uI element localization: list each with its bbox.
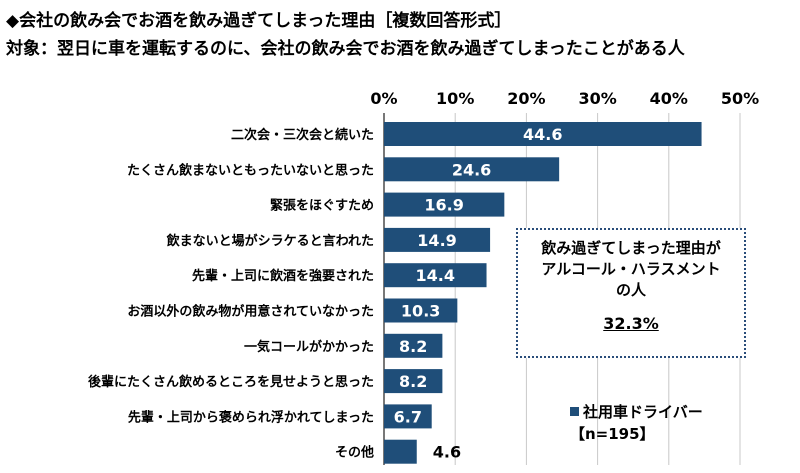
category-label: 先輩・上司から褒められ浮かれてしまった	[128, 409, 374, 425]
bar	[384, 192, 505, 217]
legend: 社用車ドライバー 【n=195】	[570, 401, 703, 445]
category-label: たくさん飲まないともったいないと思った	[127, 162, 374, 178]
value-label: 6.7	[394, 407, 422, 426]
bar	[384, 404, 432, 429]
value-label: 4.6	[433, 443, 461, 462]
x-tick-label: 40%	[650, 89, 688, 108]
x-tick-label: 50%	[721, 89, 759, 108]
callout-line-2: アルコール・ハラスメント	[541, 260, 721, 278]
bar	[384, 122, 702, 146]
value-label: 8.2	[399, 337, 427, 356]
bar	[384, 157, 560, 182]
x-tick-label: 20%	[507, 89, 545, 108]
chart-subtitle: 対象：翌日に車を運転するのに、会社の飲み会でお酒を飲み過ぎてしまったことがある人	[6, 39, 685, 59]
legend-series-label: 社用車ドライバー	[583, 403, 703, 421]
category-label: 先輩・上司に飲酒を強要された	[192, 268, 374, 284]
legend-sample-size: 【n=195】	[570, 425, 655, 443]
x-tick-label: 0%	[370, 89, 397, 108]
value-label: 14.4	[416, 266, 455, 285]
category-label: 緊張をほぐすため	[270, 198, 374, 214]
x-tick-label: 10%	[436, 89, 474, 108]
legend-swatch	[570, 407, 579, 416]
alcohol-harassment-callout: 飲み過ぎてしまった理由が アルコール・ハラスメント の人 32.3%	[516, 228, 746, 358]
category-label: 二次会・三次会と続いた	[231, 127, 374, 143]
value-label: 10.3	[401, 302, 440, 321]
category-label: お酒以外の飲み物が用意されていなかった	[127, 304, 374, 320]
callout-value: 32.3%	[603, 314, 659, 333]
bar	[384, 298, 458, 323]
value-label: 14.9	[417, 231, 456, 250]
callout-line-1: 飲み過ぎてしまった理由が	[541, 239, 721, 257]
chart-title: ◆会社の飲み会でお酒を飲み過ぎてしまった理由［複数回答形式］	[6, 11, 512, 31]
bar	[384, 227, 491, 252]
category-label: 後輩にたくさん飲めるところを見せようと思った	[88, 374, 374, 390]
x-tick-label: 30%	[578, 89, 616, 108]
category-label: 飲まないと場がシラケると言われた	[166, 233, 374, 249]
category-label: その他	[335, 445, 374, 461]
bar	[384, 439, 417, 464]
legend-entry: 社用車ドライバー	[570, 401, 703, 423]
callout-line-3: の人	[615, 281, 646, 299]
category-label: 一気コールがかかった	[244, 339, 374, 355]
bar	[384, 333, 443, 358]
value-label: 8.2	[399, 372, 427, 391]
bar	[384, 263, 487, 288]
bar	[384, 369, 443, 394]
value-label: 24.6	[452, 160, 491, 179]
value-label: 16.9	[424, 196, 463, 215]
value-label: 44.6	[523, 125, 562, 144]
